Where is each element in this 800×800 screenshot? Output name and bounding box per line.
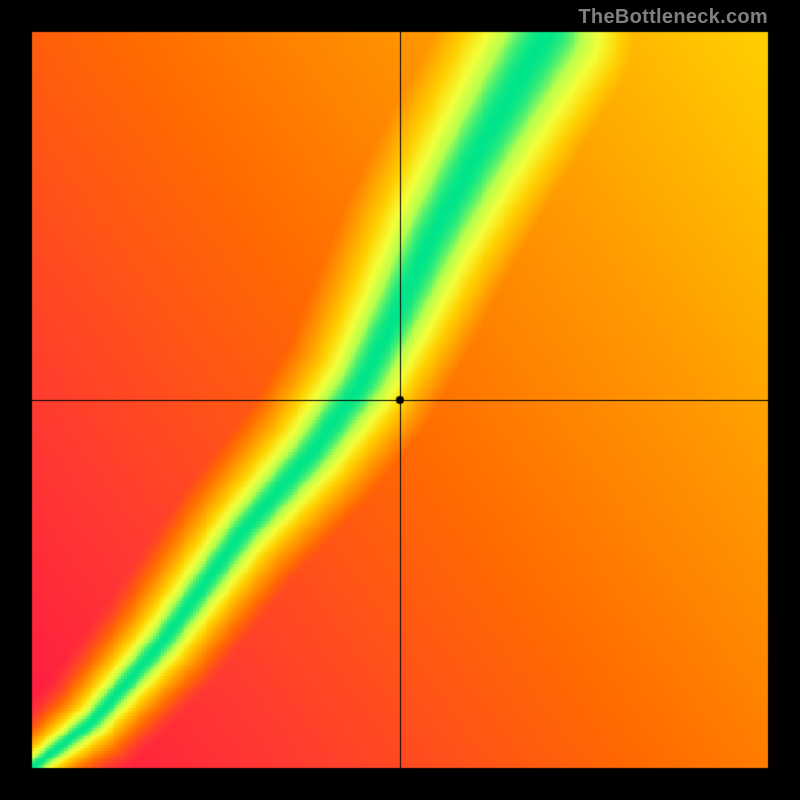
bottleneck-heatmap-canvas bbox=[0, 0, 800, 800]
chart-container: TheBottleneck.com bbox=[0, 0, 800, 800]
watermark-text: TheBottleneck.com bbox=[578, 6, 768, 29]
